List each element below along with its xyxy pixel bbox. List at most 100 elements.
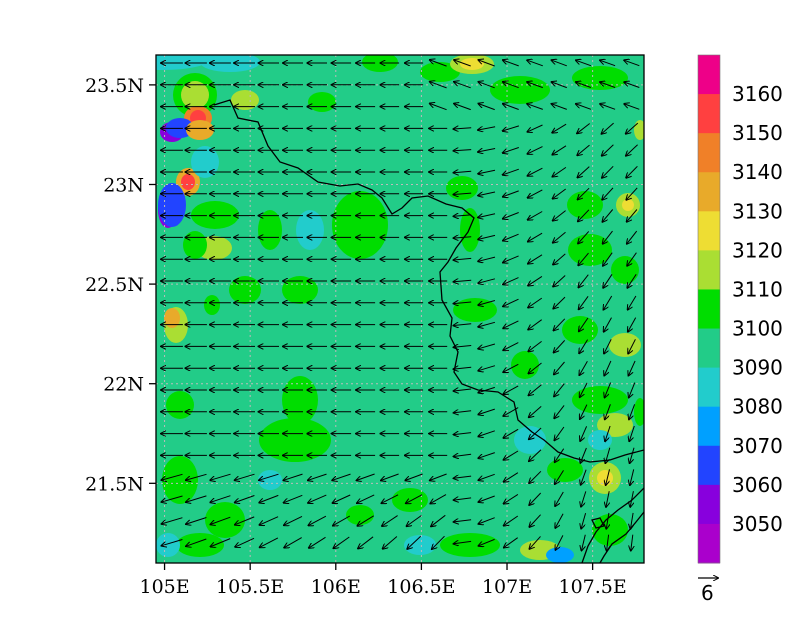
contour-blob-light_green xyxy=(611,256,639,284)
wind-arrow xyxy=(553,296,566,308)
wind-arrow xyxy=(454,346,472,348)
contour-blob-cyan xyxy=(296,210,324,250)
contour-blob-light_green xyxy=(282,276,318,304)
wind-arrow xyxy=(630,447,635,463)
colorbar-label: 3090 xyxy=(732,356,783,380)
contour-blob-light_green xyxy=(308,92,336,112)
contour-blob-yellow_green xyxy=(609,333,641,357)
wind-arrow xyxy=(600,60,616,67)
wind-arrow xyxy=(577,144,590,155)
colorbar-segment xyxy=(698,94,720,134)
y-tick-label: 22N xyxy=(103,374,144,396)
wind-arrow xyxy=(454,280,472,282)
wind-arrow xyxy=(578,187,590,199)
wind-arrow xyxy=(478,365,496,371)
wind-arrow xyxy=(626,144,638,156)
wind-arrow xyxy=(504,450,519,460)
contour-background xyxy=(156,55,644,563)
wind-arrow xyxy=(259,473,279,480)
wind-arrow xyxy=(454,104,471,111)
wind-arrow xyxy=(624,104,640,110)
wind-arrow xyxy=(606,491,609,507)
contour-blob-light_green xyxy=(420,62,460,82)
wind-arrow xyxy=(529,362,542,373)
wind-arrow xyxy=(454,82,471,89)
wind-arrow xyxy=(528,319,542,330)
wind-arrow xyxy=(600,104,616,110)
wind-arrow xyxy=(529,406,542,417)
wind-arrow xyxy=(454,60,471,67)
wind-arrow xyxy=(186,473,207,480)
wind-arrow xyxy=(554,361,565,374)
wind-arrow xyxy=(407,515,422,527)
contour-field xyxy=(156,55,644,563)
contour-blob-cyan xyxy=(191,146,219,178)
wind-arrow xyxy=(602,144,614,156)
wind-arrow xyxy=(552,82,567,89)
wind-arrow xyxy=(454,541,472,543)
wind-arrow xyxy=(627,230,638,244)
wind-arrow xyxy=(631,534,633,551)
contour-blob-cyan xyxy=(404,535,436,555)
wind-arrow xyxy=(604,295,613,310)
wind-arrow xyxy=(405,473,423,480)
wind-arrow xyxy=(578,166,590,178)
wind-arrow xyxy=(554,340,566,352)
wind-arrow xyxy=(626,187,638,200)
wind-arrow xyxy=(629,382,636,398)
wind-arrow xyxy=(603,230,613,244)
wind-arrow xyxy=(556,535,564,549)
y-tick-label: 23.5N xyxy=(85,75,144,97)
wind-arrow xyxy=(357,494,375,503)
wind-arrow xyxy=(579,361,588,375)
wind-arrow xyxy=(528,254,543,264)
wind-arrow xyxy=(576,104,592,110)
wind-arrow xyxy=(528,189,543,198)
y-axis: 21.5N 22N 22.5N 23N 23.5N xyxy=(85,75,156,495)
wind-arrow xyxy=(503,363,519,372)
wind-arrow xyxy=(284,515,303,525)
contour-blob-light_green xyxy=(511,351,539,379)
wind-arrow xyxy=(630,469,635,485)
boundary-north xyxy=(213,99,644,463)
wind-arrow xyxy=(627,209,638,222)
contour-blob-light_green xyxy=(205,502,245,538)
wind-arrow xyxy=(479,517,495,524)
colorbar-segment xyxy=(698,211,720,251)
colorbar-segment xyxy=(698,133,720,173)
wind-arrow xyxy=(553,231,566,242)
wind-arrow xyxy=(162,473,183,480)
contour-blob-light_green xyxy=(259,418,331,462)
wind-arrow xyxy=(432,535,445,549)
wind-arrow xyxy=(529,470,542,483)
y-tick-label: 21.5N xyxy=(85,473,144,495)
wind-arrow xyxy=(554,405,565,418)
wind-arrow xyxy=(454,389,472,391)
wind-arrow xyxy=(604,317,612,332)
wind-arrow xyxy=(581,491,587,506)
wind-arrow xyxy=(607,534,609,551)
contour-blob-yellow xyxy=(460,58,484,70)
colorbar-segment xyxy=(698,445,720,486)
contour-blob-light_green xyxy=(392,488,428,512)
y-tick-label: 23N xyxy=(103,174,144,196)
wind-arrow xyxy=(334,536,350,548)
wind-arrow xyxy=(604,339,612,353)
contour-blob-light_green xyxy=(229,276,261,304)
wind-arrow xyxy=(629,360,636,376)
wind-arrow xyxy=(527,60,543,67)
wind-arrow xyxy=(529,427,542,439)
colorbar-segment xyxy=(698,172,720,212)
wind-arrow xyxy=(430,104,447,111)
wind-arrow xyxy=(383,536,398,549)
wind-arrow xyxy=(210,473,231,480)
wind-arrow xyxy=(552,60,567,67)
wind-arrow xyxy=(430,473,447,480)
wind-arrow xyxy=(606,512,609,529)
wind-arrow xyxy=(503,190,519,197)
wind-arrow xyxy=(235,495,255,503)
wind-arrow xyxy=(479,104,495,111)
contour-blob-light_green xyxy=(634,398,644,426)
wind-arrow xyxy=(382,494,399,503)
wind-arrow xyxy=(478,234,496,239)
